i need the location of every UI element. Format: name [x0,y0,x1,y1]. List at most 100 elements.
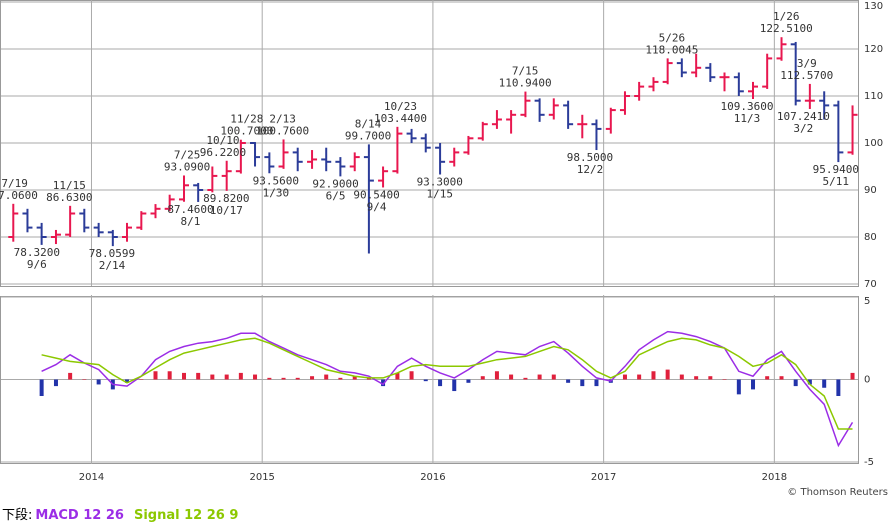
annotation: 10/23 [384,100,417,113]
y-tick-label: 100 [864,138,883,149]
histogram-bar [82,379,87,380]
histogram-bar [651,371,656,380]
legend-prefix: 下段: [2,508,32,523]
histogram-bar [551,374,556,380]
y-tick-label: 0 [864,375,870,386]
annotation: 10/10 [206,134,239,147]
x-tick-label: 2017 [591,472,616,483]
histogram-bar [452,379,457,392]
annotation: 96.2200 [200,146,246,159]
annotation: 107.2410 [777,110,830,123]
histogram-bar [423,379,428,382]
histogram-bar [238,372,243,380]
annotation: 1/30 [263,186,290,199]
histogram-bar [409,371,414,380]
annotation: 3/9 [797,57,817,70]
annotation: 3/2 [793,122,813,135]
y-tick-label: 90 [864,185,877,196]
histogram-bar [836,379,841,396]
histogram-bar [53,379,58,387]
annotation: 90.5400 [353,188,399,201]
histogram-bar [509,374,514,380]
x-tick-label: 2016 [420,472,445,483]
histogram-bar [338,377,343,380]
histogram-bar [267,377,272,380]
annotation: 8/14 [355,117,382,130]
annotation: 100.7600 [256,124,309,137]
annotation: 12/2 [577,163,604,176]
annotation: 11/3 [734,112,761,125]
histogram-bar [494,371,499,380]
annotation: 2/14 [99,259,126,272]
annotation: 122.5100 [760,22,813,35]
annotation: 110.9400 [499,77,552,90]
histogram-bar [39,379,44,396]
histogram-bar [196,372,201,380]
macd-line [41,337,853,430]
annotation: 1/26 [773,10,800,23]
histogram-bar [395,372,400,380]
annotation: 5/26 [659,31,686,44]
histogram-bar [793,379,798,387]
y-tick-label: 130 [864,1,883,12]
annotation: 6/5 [326,189,346,202]
annotation: 118.0045 [645,43,698,56]
x-tick-label: 2014 [79,472,104,483]
histogram-bar [352,376,357,380]
histogram-bar [637,374,642,380]
histogram-bar [850,372,855,380]
histogram-bar [253,374,258,380]
histogram-bar [466,379,471,383]
annotation: 7/15 [512,65,539,78]
annotation: 93.5600 [253,174,299,187]
histogram-bar [310,376,315,380]
annotation: 7/25 [174,148,201,161]
histogram-bar [736,379,741,395]
histogram-bar [281,377,286,380]
macd-line [41,330,854,448]
histogram-bar [124,379,129,383]
annotation: 7/19 [1,177,28,190]
y-tick-label: 5 [864,296,870,307]
annotation: 87.0600 [0,189,38,202]
histogram-bar [480,376,485,380]
annotation: 93.3000 [417,175,463,188]
annotation: 99.7000 [345,129,391,142]
annotation: 2/13 [269,112,296,125]
histogram-bar [366,377,371,380]
annotation: 95.9400 [813,163,859,176]
annotation: 100.7000 [220,125,273,138]
histogram-bar [679,374,684,380]
annotation: 8/1 [181,215,201,228]
histogram-bar [580,379,585,387]
histogram-bar [210,374,215,380]
histogram-bar [167,371,172,380]
annotation: 89.8200 [203,192,249,205]
annotation: 11/15 [53,179,86,192]
histogram-bar [68,372,73,380]
legend-entry: Signal 12 26 9 [134,508,238,523]
histogram-bar [523,377,528,380]
histogram-bar [96,379,101,385]
annotation: 109.3600 [721,100,774,113]
histogram-bar [822,379,827,388]
histogram-bar [381,379,386,387]
source: © Thomson Reuters [787,487,888,498]
y-tick-label: 120 [864,44,883,55]
histogram-bar [153,371,158,380]
histogram-bar [324,374,329,380]
legend-entry: MACD 12 26 [35,508,124,523]
histogram-bar [807,379,812,385]
annotation: 93.0900 [164,160,210,173]
annotation: 103.4400 [374,112,427,125]
annotation: 112.5700 [780,69,833,82]
annotation: 92.9000 [312,177,358,190]
y-tick-label: 80 [864,232,877,243]
histogram-bar [224,374,229,380]
legend: 下段: MACD 12 26 Signal 12 26 9 [2,508,238,523]
histogram-bar [722,379,727,380]
annotation: 86.6300 [46,191,92,204]
histogram-bar [622,374,627,380]
histogram-bar [765,376,770,380]
